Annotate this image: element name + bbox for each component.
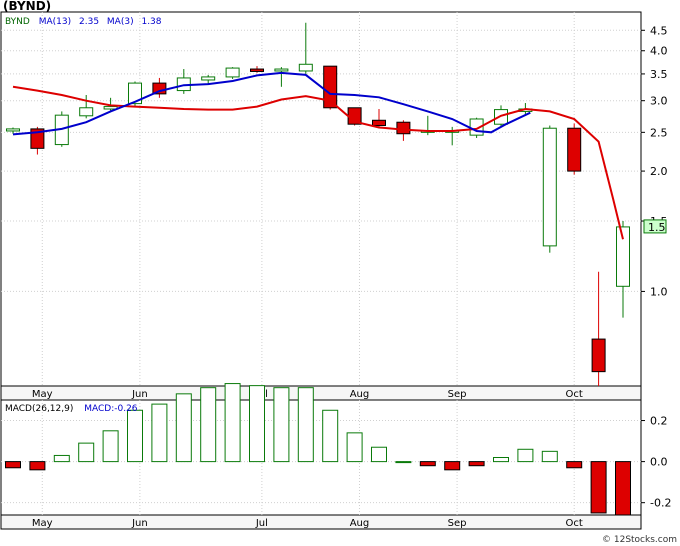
- price-tick-label: 2.5: [650, 126, 668, 139]
- macd-tick-label: -0.2: [650, 497, 671, 510]
- month-label: Jul: [255, 518, 268, 529]
- candle-body: [298, 63, 313, 72]
- price-panel-frame: [0, 11, 642, 387]
- macd-bar: [444, 461, 461, 471]
- last-price-label: 1.5: [648, 221, 666, 234]
- candle-body: [79, 107, 94, 117]
- candle-body: [372, 119, 386, 127]
- price-tick-label: 4.5: [650, 24, 668, 37]
- legend-ma13-label: MA(13): [39, 17, 71, 27]
- candle-body: [567, 127, 582, 172]
- price-legend: BYND MA(13) 2.35 MA(3) 1.38: [5, 17, 162, 27]
- price-month-strip: [0, 385, 642, 401]
- price-gridlines: [1, 12, 641, 386]
- macd-bar: [517, 448, 534, 463]
- macd-bar: [419, 461, 436, 467]
- candle-body: [250, 68, 264, 72]
- candle-body: [323, 65, 338, 109]
- macd-bar: [127, 409, 143, 463]
- macd-legend-label: MACD(26,12,9): [5, 404, 73, 414]
- price-tick-label: 4.0: [650, 45, 668, 58]
- month-label: Sep: [448, 518, 467, 529]
- candle-body: [128, 82, 142, 105]
- price-tick-label: 3.5: [650, 68, 668, 81]
- macd-legend: MACD(26,12,9) MACD:-0.26: [5, 404, 138, 414]
- ma3-line: [12, 71, 531, 136]
- macd-bar: [175, 393, 192, 463]
- macd-y-axis: 0.2 0.0 -0.2: [641, 415, 671, 510]
- macd-bar: [273, 387, 290, 463]
- macd-bar: [346, 432, 363, 463]
- macd-bar: [29, 461, 46, 471]
- macd-tick-label: 0.2: [650, 415, 668, 428]
- macd-bar: [468, 461, 485, 467]
- macd-bar: [395, 461, 412, 464]
- macd-tick-label: 0.0: [650, 456, 668, 469]
- month-label: Oct: [566, 389, 583, 400]
- candle-body: [225, 67, 240, 78]
- macd-bar: [590, 461, 607, 514]
- month-label: Sep: [448, 389, 467, 400]
- macd-x-axis: May Jun Jul Aug Sep Oct: [32, 518, 583, 529]
- candle-body: [152, 82, 167, 95]
- month-label: Aug: [350, 518, 370, 529]
- candle-body: [591, 338, 606, 373]
- macd-bar: [371, 446, 387, 463]
- price-tick-label: 3.0: [650, 95, 668, 108]
- price-tick-label: 2.0: [650, 165, 668, 178]
- legend-ma13-value: 2.35: [79, 17, 99, 27]
- last-price-tag: [643, 219, 667, 234]
- macd-bar: [322, 409, 339, 463]
- candle-body: [6, 128, 20, 132]
- candlestick-series: [6, 22, 630, 386]
- macd-bar: [53, 454, 70, 463]
- month-label: May: [32, 518, 53, 529]
- month-label: Jun: [131, 389, 148, 400]
- macd-bar: [102, 430, 119, 463]
- macd-bar: [200, 387, 217, 463]
- macd-bar: [78, 442, 95, 463]
- month-label: Jun: [131, 518, 148, 529]
- macd-legend-value: MACD:-0.26: [84, 404, 138, 414]
- price-tick-label: 1.0: [650, 285, 668, 298]
- month-label: May: [32, 389, 53, 400]
- macd-bar: [224, 383, 241, 463]
- candle-body: [274, 68, 289, 72]
- legend-ma3-label: MA(3): [107, 17, 134, 27]
- price-y-axis: 4.5 4.0 3.5 3.0 2.5 2.0 1.5 1.0: [641, 24, 668, 298]
- macd-bar: [566, 461, 583, 469]
- macd-month-strip: [0, 514, 642, 530]
- macd-bar: [297, 387, 314, 463]
- ma13-line: [12, 85, 624, 240]
- macd-bar: [5, 461, 21, 469]
- watermark: © 12Stocks.com: [602, 535, 677, 545]
- candle-body: [30, 128, 45, 149]
- macd-bar-series: [5, 383, 631, 516]
- macd-bar: [249, 385, 265, 463]
- candle-body: [616, 226, 630, 287]
- macd-bar: [493, 457, 509, 463]
- candle-body: [542, 127, 557, 247]
- legend-ma3-value: 1.38: [141, 17, 161, 27]
- month-label: Aug: [350, 389, 370, 400]
- macd-bar: [151, 403, 168, 463]
- legend-symbol: BYND: [5, 17, 30, 27]
- chart-title: (BYND): [3, 0, 51, 13]
- month-label: Oct: [566, 518, 583, 529]
- macd-bar: [615, 461, 631, 516]
- candle-body: [396, 121, 411, 135]
- candle-body: [201, 76, 216, 81]
- macd-bar: [541, 450, 558, 463]
